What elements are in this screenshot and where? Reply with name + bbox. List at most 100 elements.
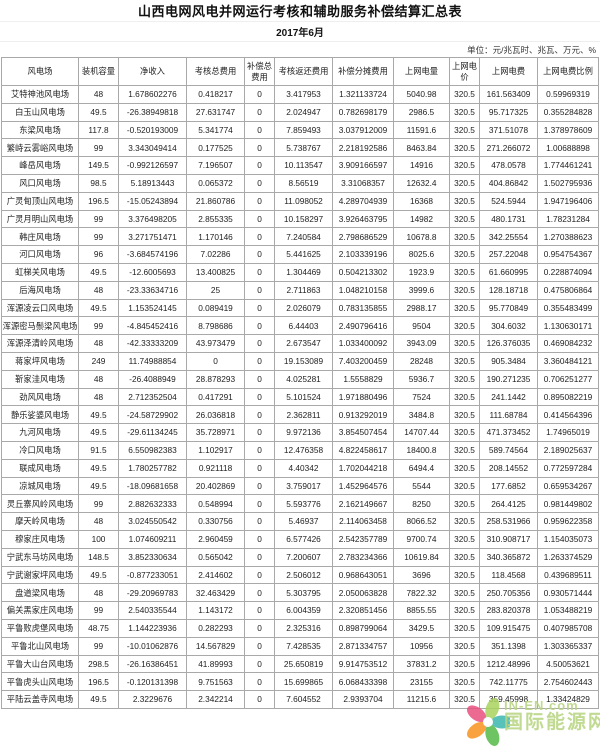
value-cell: 0.898799064 bbox=[332, 618, 394, 638]
value-cell: 3.759017 bbox=[274, 476, 333, 496]
value-cell: 1.048210158 bbox=[332, 280, 394, 300]
value-cell: 0 bbox=[244, 494, 275, 514]
value-cell: 3484.8 bbox=[393, 405, 450, 425]
value-cell: 0.706251277 bbox=[537, 369, 599, 389]
value-cell: 0 bbox=[244, 654, 275, 674]
value-cell: 2.218192586 bbox=[332, 138, 394, 158]
wind-farm-name: 平鲁败虎堡风电场 bbox=[1, 618, 79, 638]
value-cell: 2.673547 bbox=[274, 334, 333, 353]
value-cell: 18400.8 bbox=[393, 440, 450, 460]
table-row: 灵丘寨风岭风电场 99 2.882632333 0.548994 0 5.593776 2.… bbox=[1, 494, 599, 514]
value-cell: 742.11775 bbox=[479, 672, 538, 692]
value-cell: 11215.6 bbox=[393, 690, 450, 709]
value-cell: 5.18913443 bbox=[118, 173, 187, 193]
value-cell: 15.699865 bbox=[274, 672, 333, 692]
value-cell: 1.074609211 bbox=[118, 529, 187, 549]
value-cell: 2986.5 bbox=[393, 102, 450, 122]
value-cell: 91.5 bbox=[78, 440, 119, 460]
value-cell: 2.050063828 bbox=[332, 583, 394, 603]
page-title: 山西电网风电并网运行考核和辅助服务补偿结算汇总表 bbox=[137, 4, 462, 19]
value-cell: 1.00688898 bbox=[537, 138, 599, 158]
value-cell: 2.026079 bbox=[274, 298, 333, 318]
value-cell: 49.5 bbox=[78, 102, 119, 122]
value-cell: 14916 bbox=[393, 156, 450, 175]
value-cell: 0.930571444 bbox=[537, 583, 599, 603]
value-cell: 320.5 bbox=[449, 316, 480, 336]
value-cell: 1.678602276 bbox=[118, 85, 187, 104]
value-cell: 0 bbox=[244, 618, 275, 638]
table-row: 河口风电场 96 -3.684574196 7.02286 0 5.441625 2.103… bbox=[1, 245, 599, 264]
value-cell: 0.417291 bbox=[186, 387, 245, 407]
column-header: 补偿总费用 bbox=[244, 57, 275, 86]
wind-farm-name: 艾特神池风电场 bbox=[1, 85, 79, 104]
value-cell: 48 bbox=[78, 85, 119, 104]
value-cell: 9.914753512 bbox=[332, 654, 394, 674]
column-header: 上网电量 bbox=[393, 57, 450, 86]
value-cell: 0 bbox=[244, 601, 275, 620]
value-cell: -3.684574196 bbox=[118, 245, 187, 264]
value-cell: 99 bbox=[78, 601, 119, 620]
value-cell: 7.428535 bbox=[274, 636, 333, 656]
value-cell: 3696 bbox=[393, 565, 450, 585]
value-cell: 0.414564396 bbox=[537, 405, 599, 425]
value-cell: 6.44403 bbox=[274, 316, 333, 336]
value-cell: 1.321133724 bbox=[332, 85, 394, 104]
table-row: 浑源凌云口风电场 49.5 1.153524145 0.089419 0 2.026079… bbox=[1, 298, 599, 318]
value-cell: 48 bbox=[78, 387, 119, 407]
wind-farm-name: 宁武谢家坪风电场 bbox=[1, 565, 79, 585]
value-cell: 7.859493 bbox=[274, 120, 333, 140]
value-cell: 320.5 bbox=[449, 120, 480, 140]
value-cell: 99 bbox=[78, 138, 119, 158]
value-cell: 118.4568 bbox=[479, 565, 538, 585]
value-cell: 95.770849 bbox=[479, 298, 538, 318]
table-row: 风口风电场 98.5 5.18913443 0.065372 0 8.56519 3.310… bbox=[1, 173, 599, 193]
wind-farm-name: 广灵甸顶山风电场 bbox=[1, 191, 79, 211]
value-cell: 1.170146 bbox=[186, 227, 245, 247]
value-cell: 1.153524145 bbox=[118, 298, 187, 318]
value-cell: 258.531966 bbox=[479, 512, 538, 531]
value-cell: 14.567829 bbox=[186, 636, 245, 656]
value-cell: 320.5 bbox=[449, 351, 480, 371]
table-row: 偏关黑家庄风电场 99 2.540335544 1.143172 0 6.004359 2.… bbox=[1, 601, 599, 620]
value-cell: 0.772597284 bbox=[537, 458, 599, 478]
value-cell: 7822.32 bbox=[393, 583, 450, 603]
value-cell: 10.158297 bbox=[274, 209, 333, 229]
value-cell: 304.6032 bbox=[479, 316, 538, 336]
value-cell: 320.5 bbox=[449, 512, 480, 531]
value-cell: 49.5 bbox=[78, 690, 119, 709]
value-cell: 2.711863 bbox=[274, 280, 333, 300]
value-cell: 3.343049414 bbox=[118, 138, 187, 158]
value-cell: 2.024947 bbox=[274, 102, 333, 122]
value-cell: 5.341774 bbox=[186, 120, 245, 140]
value-cell: 905.3484 bbox=[479, 351, 538, 371]
value-cell: 342.25554 bbox=[479, 227, 538, 247]
value-cell: 3.417953 bbox=[274, 85, 333, 104]
value-cell: 99 bbox=[78, 494, 119, 514]
value-cell: 2.362811 bbox=[274, 405, 333, 425]
column-header: 净收入 bbox=[118, 57, 187, 86]
value-cell: 8463.84 bbox=[393, 138, 450, 158]
wind-farm-name: 冷口风电场 bbox=[1, 440, 79, 460]
value-cell: 3.31068357 bbox=[332, 173, 394, 193]
wind-farm-name: 浑源凌云口风电场 bbox=[1, 298, 79, 318]
value-cell: 320.5 bbox=[449, 672, 480, 692]
value-cell: 2.871334757 bbox=[332, 636, 394, 656]
value-cell: 1.78231284 bbox=[537, 209, 599, 229]
table-row: 峰岳风电场 149.5 -0.992126597 7.196507 0 10.113547… bbox=[1, 156, 599, 175]
value-cell: 1.102917 bbox=[186, 440, 245, 460]
value-cell: 2.960459 bbox=[186, 529, 245, 549]
date-row: 2017年6月 bbox=[0, 22, 600, 42]
value-cell: 0 bbox=[244, 191, 275, 211]
value-cell: 2.162149667 bbox=[332, 494, 394, 514]
value-cell: 7.196507 bbox=[186, 156, 245, 175]
wind-farm-name: 广灵月明山风电场 bbox=[1, 209, 79, 229]
value-cell: 320.5 bbox=[449, 476, 480, 496]
value-cell: 177.6852 bbox=[479, 476, 538, 496]
value-cell: 43.973479 bbox=[186, 334, 245, 353]
value-cell: 117.8 bbox=[78, 120, 119, 140]
value-cell: 0 bbox=[244, 547, 275, 567]
value-cell: 351.1398 bbox=[479, 636, 538, 656]
wind-farm-name: 平鲁大山台风电场 bbox=[1, 654, 79, 674]
table-row: 凉城风电场 49.5 -18.09681658 20.402869 0 3.759017 1… bbox=[1, 476, 599, 496]
value-cell: 2.783234366 bbox=[332, 547, 394, 567]
